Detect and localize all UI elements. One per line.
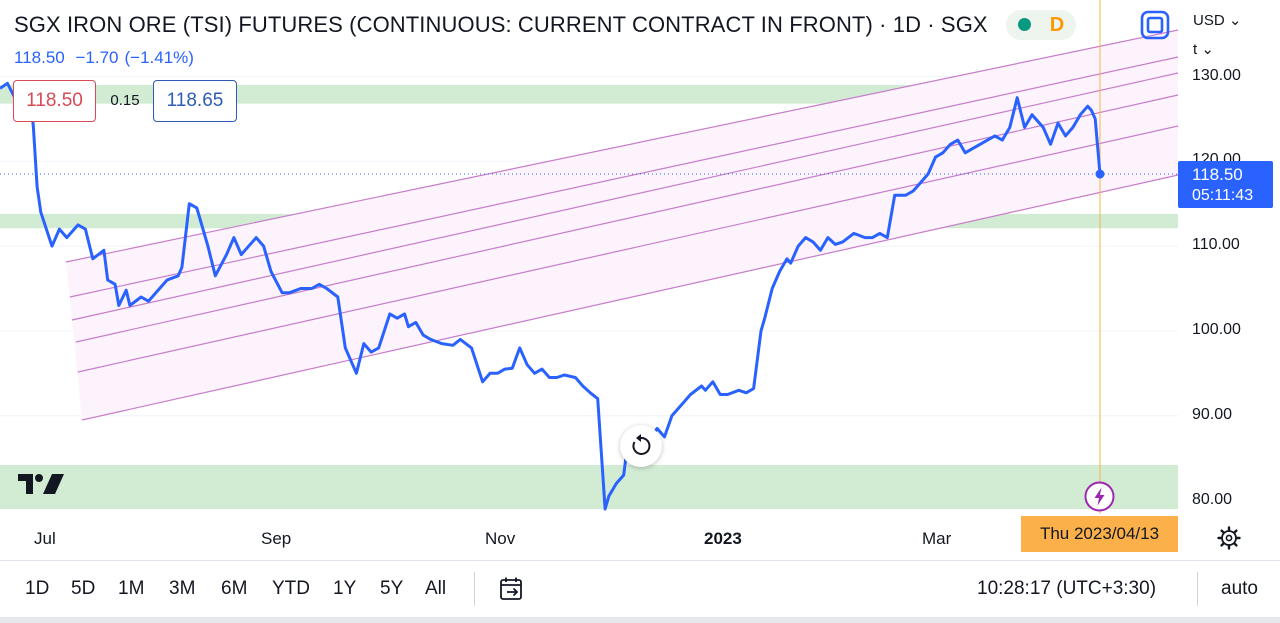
toolbar-separator: [474, 572, 475, 606]
channel-line: [69, 56, 1179, 298]
channel-line: [65, 29, 1179, 263]
calendar-goto-icon[interactable]: [498, 575, 526, 603]
reset-chart-button[interactable]: [620, 425, 662, 467]
price-change-percent: (−1.41%): [124, 48, 194, 67]
price-series-line: [0, 80, 1102, 511]
price-axis-label: 80.00: [1192, 490, 1233, 508]
auto-scale-button[interactable]: auto: [1221, 578, 1258, 599]
market-status-pill[interactable]: [1006, 10, 1076, 40]
reset-chart-icon: [632, 434, 651, 455]
parallel-channel-drawing: [65, 29, 1179, 421]
last-price-dot: [1095, 169, 1105, 179]
support-resistance-zone: [0, 464, 1178, 509]
chart-title: SGX IRON ORE (TSI) FUTURES (CONTINUOUS: …: [14, 12, 988, 37]
timezone-clock[interactable]: 10:28:17 (UTC+3:30): [977, 578, 1157, 599]
delayed-data-badge[interactable]: D: [1049, 13, 1065, 36]
time-axis-label: Jul: [34, 529, 56, 548]
unit-selector[interactable]: t ⌄: [1193, 41, 1214, 58]
time-axis-label: 2023: [704, 529, 742, 548]
channel-line: [77, 125, 1179, 373]
time-axis-label: Sep: [261, 529, 292, 548]
channel-line: [71, 72, 1179, 321]
range-button-6m[interactable]: 6M: [221, 578, 248, 599]
last-price: 118.50: [14, 48, 65, 67]
current-price-tag: 118.50 05:11:43: [1178, 161, 1273, 208]
price-axis-label: 110.00: [1192, 236, 1240, 254]
current-price-tag-value: 118.50: [1192, 165, 1243, 184]
crosshair-date-label: Thu 2023/04/13: [1021, 516, 1178, 552]
range-button-1d[interactable]: 1D: [25, 578, 50, 599]
time-axis-label: Mar: [922, 529, 952, 548]
market-open-dot: [1018, 18, 1031, 31]
price-chart[interactable]: [0, 0, 1280, 560]
spread-value: 0.15: [110, 91, 140, 109]
time-axis-label: Nov: [485, 529, 516, 548]
bottom-edge: [0, 617, 1280, 623]
range-button-3m[interactable]: 3M: [169, 578, 196, 599]
currency-selector[interactable]: USD ⌄: [1193, 12, 1242, 29]
price-axis-label: 130.00: [1192, 66, 1241, 84]
buy-price-button[interactable]: 118.65: [153, 80, 237, 122]
range-button-5d[interactable]: 5D: [71, 578, 96, 599]
gear-icon[interactable]: [1217, 526, 1241, 550]
range-button-1y[interactable]: 1Y: [333, 578, 357, 599]
price-change: −1.70: [75, 48, 119, 67]
bottom-toolbar: [0, 560, 1280, 618]
price-axis-label: 90.00: [1192, 405, 1233, 423]
bar-countdown: 05:11:43: [1192, 187, 1254, 204]
sell-price-button[interactable]: 118.50: [13, 80, 96, 122]
quote-line: 118.50 −1.70 (−1.41%): [14, 48, 200, 68]
range-button-ytd[interactable]: YTD: [272, 578, 310, 599]
tradingview-logo: [18, 474, 64, 494]
range-button-5y[interactable]: 5Y: [380, 578, 404, 599]
price-axis-label: 100.00: [1192, 320, 1241, 338]
lightning-icon[interactable]: [1084, 481, 1115, 512]
range-button-1m[interactable]: 1M: [118, 578, 145, 599]
channel-line: [81, 174, 1179, 421]
range-button-all[interactable]: All: [425, 578, 447, 599]
fullscreen-icon[interactable]: [1140, 10, 1170, 40]
toolbar-separator: [1197, 572, 1198, 606]
channel-fill: [66, 30, 1178, 420]
